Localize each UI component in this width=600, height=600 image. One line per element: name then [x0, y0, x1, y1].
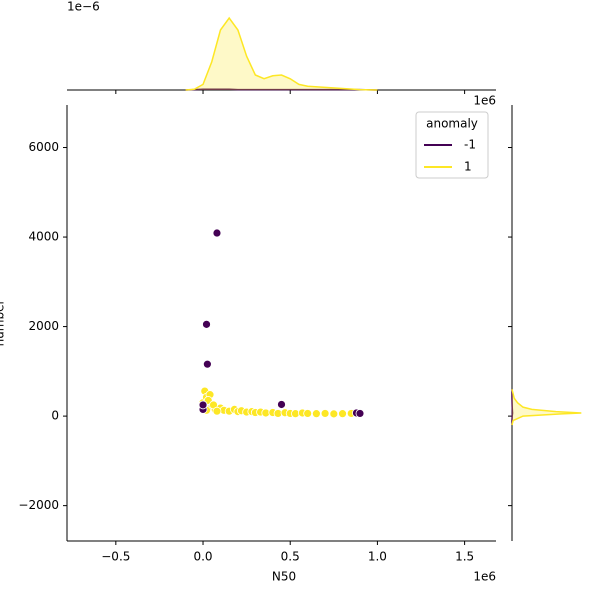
right-density [511, 389, 582, 426]
point [277, 400, 286, 409]
top-density [185, 16, 378, 91]
point [202, 359, 212, 369]
x-axis-label: N50 [272, 570, 296, 584]
x-offset-label: 1e6 [473, 570, 496, 584]
point [355, 409, 365, 418]
x-tick-label: 0.5 [281, 550, 300, 564]
point [338, 409, 347, 419]
y-axis-label: number [0, 300, 7, 347]
x-tick-label: 0.0 [193, 550, 212, 564]
point [320, 409, 330, 418]
right-offset-label: 1e6 [473, 94, 496, 108]
top-offset-label: 1e−6 [67, 0, 100, 14]
legend-label: 1 [464, 160, 472, 174]
y-tick-label: 2000 [28, 319, 59, 333]
point [329, 409, 339, 419]
y-tick-label: 4000 [28, 230, 59, 244]
right-density [511, 389, 514, 426]
point [311, 409, 321, 419]
x-tick-label: −0.5 [101, 550, 130, 564]
point [212, 228, 222, 238]
x-tick-label: 1.5 [455, 550, 474, 564]
x-tick-label: 1.0 [368, 550, 387, 564]
legend-title: anomaly [426, 117, 478, 131]
y-tick-label: −2000 [18, 498, 59, 512]
top-density [185, 88, 378, 91]
point [198, 400, 208, 410]
legend-label: -1 [464, 138, 476, 152]
top-density-fill [185, 18, 378, 90]
point [303, 409, 313, 418]
y-tick-label: 0 [51, 409, 59, 423]
point [212, 406, 222, 416]
y-tick-label: 6000 [28, 140, 59, 154]
point [202, 319, 211, 329]
